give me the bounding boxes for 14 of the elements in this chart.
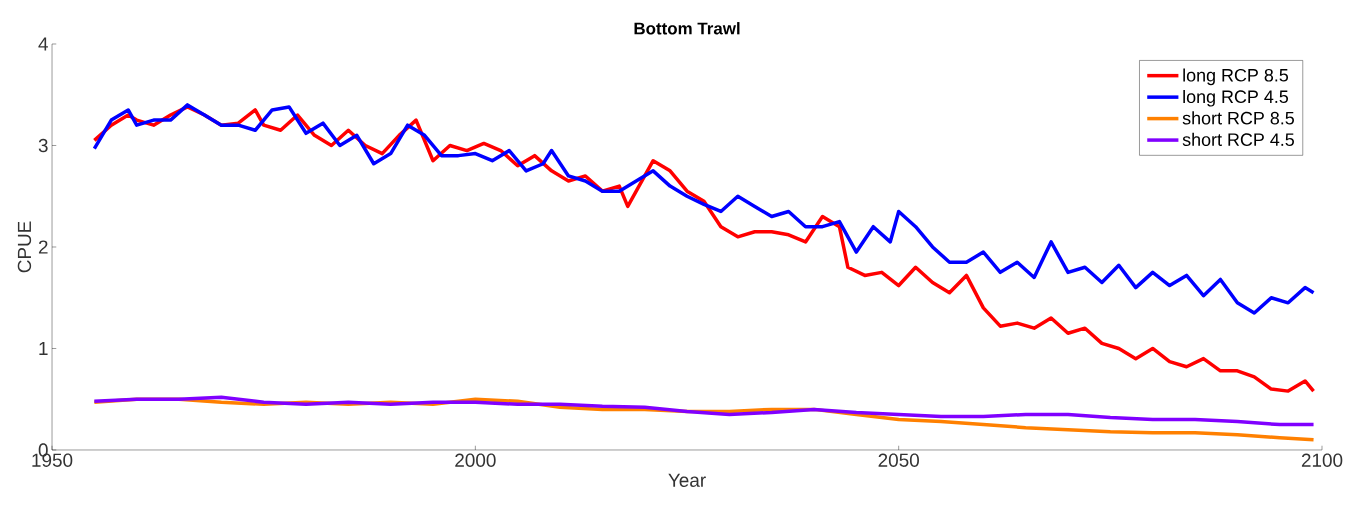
y-tick-label: 4: [38, 37, 48, 51]
chart-title: Bottom Trawl: [634, 22, 740, 35]
x-tick-label: 2100: [1301, 453, 1343, 467]
legend-label: long RCP 8.5: [1183, 68, 1289, 86]
y-tick-label: 2: [38, 240, 48, 254]
legend-label: long RCP 4.5: [1183, 89, 1289, 107]
x-tick-label: 2050: [878, 453, 919, 467]
x-axis-title: Year: [668, 473, 706, 487]
y-tick-label: 3: [38, 138, 48, 153]
legend-label: short RCP 4.5: [1182, 132, 1294, 146]
legend-label: short RCP 8.5: [1182, 111, 1294, 125]
x-tick-label: 2000: [455, 453, 496, 467]
y-tick-label: 1: [39, 341, 48, 355]
y-axis-title: CPUE: [17, 221, 32, 273]
